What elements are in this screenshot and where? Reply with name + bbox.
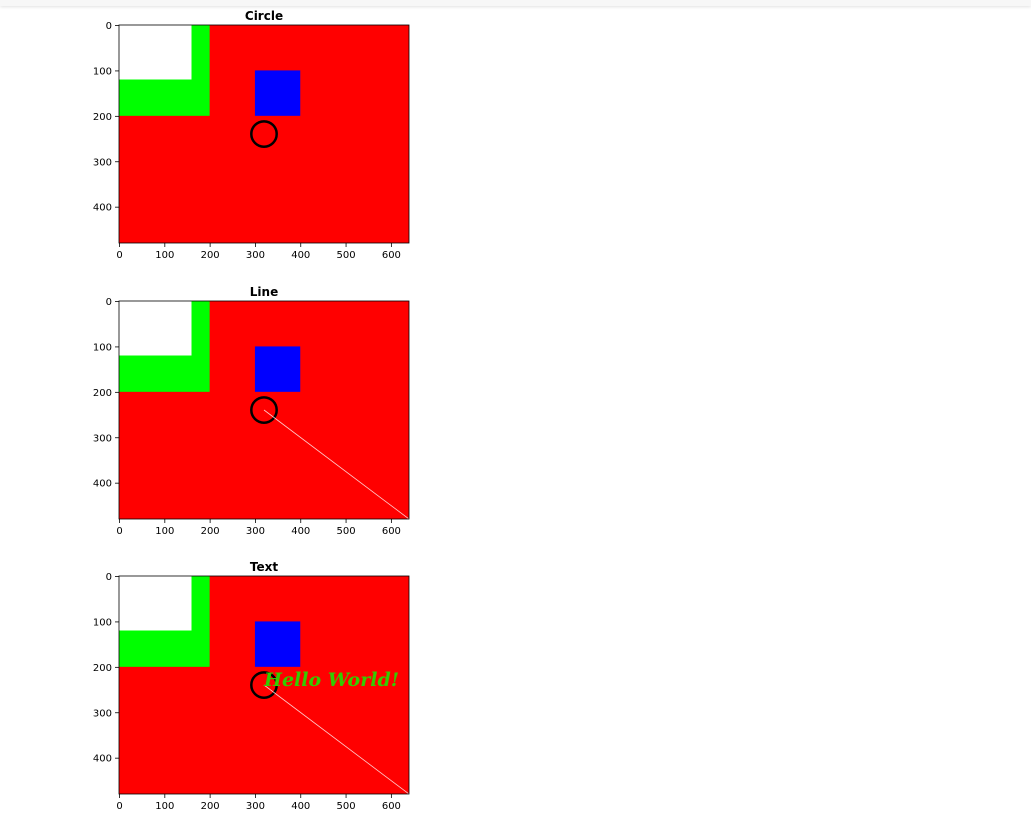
subplot-title: Line [250, 285, 278, 299]
x-tick-label: 400 [291, 526, 310, 537]
subplot-text: Text Hello World! 0 100 200 300 400 500 600 0 100 2… [93, 560, 410, 812]
x-tick-label: 500 [337, 250, 356, 261]
axes-frame [118, 24, 410, 244]
subplot-line: Line 0 100 200 300 400 500 600 0 100 200 300 400 [93, 285, 410, 537]
drawn-circle [250, 120, 278, 148]
y-tick-label: 300 [93, 433, 112, 444]
axes-frame [118, 300, 410, 520]
y-tick-label: 400 [93, 479, 112, 490]
drawn-rectangle [254, 346, 301, 392]
x-tick-label: 500 [337, 526, 356, 537]
drawn-rectangle [119, 301, 192, 356]
x-tick-label: 300 [246, 801, 265, 812]
y-tick-label: 100 [93, 66, 112, 77]
y-tick-label: 0 [106, 21, 112, 32]
image-content: Hello World! [119, 576, 409, 794]
image-content [119, 25, 409, 243]
x-tick-label: 200 [201, 526, 220, 537]
x-tick-label: 100 [155, 526, 174, 537]
subplot-circle: Circle 0 100 200 300 400 500 600 0 100 200 300 400 [93, 9, 410, 261]
x-tick-label: 0 [116, 250, 122, 261]
y-tick-label: 200 [93, 388, 112, 399]
y-tick-label: 300 [93, 708, 112, 719]
x-tick-label: 500 [337, 801, 356, 812]
x-tick-label: 300 [246, 250, 265, 261]
drawn-line [263, 684, 409, 794]
y-tick-label: 200 [93, 112, 112, 123]
y-tick-label: 100 [93, 342, 112, 353]
drawn-rectangle [254, 70, 301, 116]
image-content [119, 301, 409, 519]
y-tick-label: 400 [93, 754, 112, 765]
axes-frame [118, 575, 410, 795]
x-tick-label: 300 [246, 526, 265, 537]
x-tick-label: 100 [155, 250, 174, 261]
drawn-rectangle [119, 576, 192, 631]
drawn-rectangle [119, 25, 192, 80]
x-tick-label: 0 [116, 801, 122, 812]
y-tick-label: 300 [93, 157, 112, 168]
x-tick-label: 400 [291, 801, 310, 812]
notebook-top-bar [0, 0, 1031, 6]
y-tick-label: 400 [93, 203, 112, 214]
y-tick-label: 200 [93, 663, 112, 674]
x-tick-label: 600 [382, 526, 401, 537]
y-tick-label: 0 [106, 572, 112, 583]
drawn-line [263, 409, 409, 519]
drawn-text: Hello World! [263, 669, 399, 691]
x-tick-label: 100 [155, 801, 174, 812]
x-tick-label: 400 [291, 250, 310, 261]
drawn-circle [250, 396, 278, 424]
y-tick-label: 0 [106, 297, 112, 308]
x-tick-label: 600 [382, 801, 401, 812]
x-tick-label: 200 [201, 801, 220, 812]
drawn-rectangle [254, 621, 301, 667]
subplot-title: Circle [245, 9, 283, 23]
drawn-circle [250, 671, 278, 699]
subplot-title: Text [250, 560, 278, 574]
y-tick-label: 100 [93, 617, 112, 628]
x-tick-label: 600 [382, 250, 401, 261]
x-tick-label: 200 [201, 250, 220, 261]
x-tick-label: 0 [116, 526, 122, 537]
